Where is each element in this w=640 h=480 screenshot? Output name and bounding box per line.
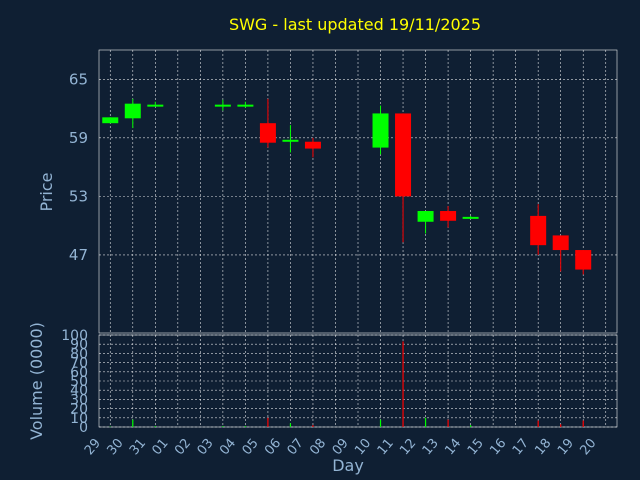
x-tick-label: 06 bbox=[262, 436, 284, 458]
x-tick-label: 14 bbox=[442, 436, 464, 458]
volume-tick-label: 90 bbox=[70, 337, 88, 353]
x-tick-label: 03 bbox=[195, 436, 217, 458]
candle-body bbox=[530, 215, 547, 246]
volume-tick-label: 60 bbox=[70, 365, 88, 381]
x-tick-label: 09 bbox=[330, 436, 352, 458]
x-tick-label: 02 bbox=[172, 436, 194, 458]
price-panel: 47 53 59 65 Price bbox=[37, 49, 618, 334]
candle-body bbox=[304, 141, 321, 149]
x-tick-label: 15 bbox=[465, 436, 487, 458]
volume-tick-label: 40 bbox=[70, 383, 88, 399]
x-tick-label: 18 bbox=[532, 436, 554, 458]
candle-body bbox=[440, 211, 457, 221]
price-y-ticks: 47 53 59 65 bbox=[69, 70, 88, 264]
volume-axis-label: Volume (0000) bbox=[27, 322, 46, 440]
x-axis-ticks: 29 30 31 01 02 03 04 05 06 07 08 09 10 11 12 13 14 15 16 17… bbox=[82, 436, 600, 458]
candle-body bbox=[575, 250, 592, 270]
candle-body bbox=[237, 104, 254, 107]
x-tick-label: 08 bbox=[307, 436, 329, 458]
volume-tick-label: 100 bbox=[61, 328, 88, 344]
candles bbox=[102, 98, 592, 275]
volume-tick-label: 0 bbox=[79, 420, 88, 436]
x-tick-label: 20 bbox=[577, 436, 599, 458]
x-tick-label: 07 bbox=[285, 436, 307, 458]
x-tick-label: 11 bbox=[375, 436, 397, 458]
candle-body bbox=[259, 123, 276, 143]
x-tick-label: 30 bbox=[104, 436, 126, 458]
x-tick-label: 10 bbox=[352, 436, 374, 458]
price-grid bbox=[99, 50, 617, 333]
volume-tick-label: 10 bbox=[70, 411, 88, 427]
price-tick-label: 59 bbox=[69, 129, 88, 147]
x-tick-label: 31 bbox=[127, 436, 149, 458]
candle-body bbox=[462, 216, 479, 219]
x-tick-label: 13 bbox=[420, 436, 442, 458]
candle-body bbox=[147, 104, 164, 107]
candle-body bbox=[102, 117, 119, 124]
x-tick-label: 04 bbox=[217, 436, 239, 458]
volume-tick-label: 70 bbox=[70, 356, 88, 372]
candle-body bbox=[214, 104, 231, 107]
volume-tick-label: 20 bbox=[70, 402, 88, 418]
x-tick-label: 12 bbox=[397, 436, 419, 458]
candle-body bbox=[124, 103, 141, 119]
candle-body bbox=[395, 113, 412, 197]
volume-grid bbox=[99, 334, 617, 428]
price-axis-label: Price bbox=[37, 172, 56, 211]
x-tick-label: 19 bbox=[555, 436, 577, 458]
candle-body bbox=[552, 235, 569, 251]
volume-bars bbox=[109, 341, 584, 427]
x-tick-label: 01 bbox=[150, 436, 172, 458]
x-tick-label: 17 bbox=[510, 436, 532, 458]
price-tick-label: 47 bbox=[69, 246, 88, 264]
x-tick-label: 16 bbox=[487, 436, 509, 458]
candle-body bbox=[417, 211, 434, 222]
chart-title: SWG - last updated 19/11/2025 bbox=[229, 15, 481, 34]
candle-body bbox=[282, 139, 299, 142]
volume-tick-label: 30 bbox=[70, 392, 88, 408]
volume-tick-label: 50 bbox=[70, 374, 88, 390]
price-tick-label: 53 bbox=[69, 187, 88, 205]
volume-tick-label: 80 bbox=[70, 346, 88, 362]
x-axis-label: Day bbox=[332, 456, 364, 475]
x-tick-label: 29 bbox=[82, 436, 104, 458]
x-tick-label: 05 bbox=[240, 436, 262, 458]
candle-body bbox=[372, 113, 389, 148]
price-tick-label: 65 bbox=[69, 70, 88, 88]
